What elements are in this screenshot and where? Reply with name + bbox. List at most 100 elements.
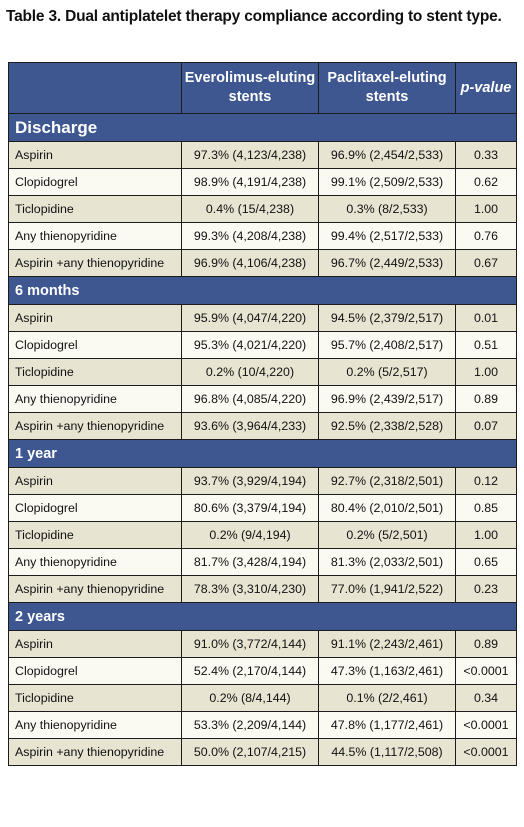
- everolimus-value: 99.3% (4,208/4,238): [181, 222, 319, 250]
- row-label: Clopidogrel: [8, 494, 182, 522]
- row-label: Aspirin +any thienopyridine: [8, 575, 182, 603]
- table-row: Aspirin +any thienopyridine 93.6% (3,964/…: [8, 412, 517, 440]
- p-value: <0.0001: [455, 738, 517, 766]
- row-label: Aspirin: [8, 467, 182, 495]
- table-row: Aspirin +any thienopyridine 96.9% (4,106/…: [8, 249, 517, 277]
- table-row: Ticlopidine 0.4% (15/4,238) 0.3% (8/2,533)…: [8, 195, 517, 223]
- row-label: Ticlopidine: [8, 195, 182, 223]
- everolimus-value: 96.9% (4,106/4,238): [181, 249, 319, 277]
- p-value: 0.51: [455, 331, 517, 359]
- table-row: Aspirin 95.9% (4,047/4,220) 94.5% (2,379/2…: [8, 304, 517, 332]
- p-value: 0.01: [455, 304, 517, 332]
- section-row: 1 year: [8, 439, 517, 468]
- everolimus-value: 95.3% (4,021/4,220): [181, 331, 319, 359]
- everolimus-value: 81.7% (3,428/4,194): [181, 548, 319, 576]
- paclitaxel-value: 99.1% (2,509/2,533): [318, 168, 456, 196]
- p-value: 0.12: [455, 467, 517, 495]
- everolimus-value: 93.6% (3,964/4,233): [181, 412, 319, 440]
- section-title: 2 years: [8, 602, 517, 631]
- table-row: Any thienopyridine 96.8% (4,085/4,220) 96.…: [8, 385, 517, 413]
- section-row: 6 months: [8, 276, 517, 305]
- paclitaxel-value: 0.3% (8/2,533): [318, 195, 456, 223]
- p-value: <0.0001: [455, 711, 517, 739]
- table-row: Any thienopyridine 81.7% (3,428/4,194) 81.…: [8, 548, 517, 576]
- everolimus-value: 95.9% (4,047/4,220): [181, 304, 319, 332]
- row-label: Any thienopyridine: [8, 711, 182, 739]
- paclitaxel-value: 91.1% (2,243/2,461): [318, 630, 456, 658]
- section-row: Discharge: [8, 113, 517, 142]
- everolimus-value: 93.7% (3,929/4,194): [181, 467, 319, 495]
- section-title: 6 months: [8, 276, 517, 305]
- paclitaxel-value: 80.4% (2,010/2,501): [318, 494, 456, 522]
- table-row: Ticlopidine 0.2% (9/4,194) 0.2% (5/2,501) 1…: [8, 521, 517, 549]
- everolimus-value: 0.2% (10/4,220): [181, 358, 319, 386]
- header-p-value: p-value: [455, 62, 517, 114]
- table-row: Aspirin +any thienopyridine 50.0% (2,107/…: [8, 738, 517, 766]
- header-paclitaxel: Paclitaxel-eluting stents: [318, 62, 456, 114]
- paclitaxel-value: 92.7% (2,318/2,501): [318, 467, 456, 495]
- paclitaxel-value: 96.9% (2,439/2,517): [318, 385, 456, 413]
- row-label: Any thienopyridine: [8, 222, 182, 250]
- p-value: 1.00: [455, 521, 517, 549]
- paclitaxel-value: 44.5% (1,117/2,508): [318, 738, 456, 766]
- everolimus-value: 0.2% (8/4,144): [181, 684, 319, 712]
- everolimus-value: 98.9% (4,191/4,238): [181, 168, 319, 196]
- p-value: 0.07: [455, 412, 517, 440]
- section-title: 1 year: [8, 439, 517, 468]
- p-value: 1.00: [455, 195, 517, 223]
- paclitaxel-value: 95.7% (2,408/2,517): [318, 331, 456, 359]
- paclitaxel-value: 92.5% (2,338/2,528): [318, 412, 456, 440]
- table-row: Aspirin 93.7% (3,929/4,194) 92.7% (2,318/2…: [8, 467, 517, 495]
- table-row: Ticlopidine 0.2% (8/4,144) 0.1% (2/2,461) 0…: [8, 684, 517, 712]
- row-label: Aspirin: [8, 630, 182, 658]
- row-label: Any thienopyridine: [8, 548, 182, 576]
- table-row: Clopidogrel 95.3% (4,021/4,220) 95.7% (2,4…: [8, 331, 517, 359]
- table-header: Everolimus-eluting stents Paclitaxel-elu…: [8, 62, 517, 114]
- paclitaxel-value: 47.3% (1,163/2,461): [318, 657, 456, 685]
- p-value: 0.65: [455, 548, 517, 576]
- header-everolimus: Everolimus-eluting stents: [181, 62, 319, 114]
- table-row: Aspirin +any thienopyridine 78.3% (3,310/…: [8, 575, 517, 603]
- p-value: 0.89: [455, 630, 517, 658]
- section-row: 2 years: [8, 602, 517, 631]
- paclitaxel-value: 81.3% (2,033/2,501): [318, 548, 456, 576]
- p-value: 0.23: [455, 575, 517, 603]
- p-value: 0.89: [455, 385, 517, 413]
- p-value: 0.33: [455, 141, 517, 169]
- paclitaxel-value: 96.7% (2,449/2,533): [318, 249, 456, 277]
- header-blank-cell: [8, 62, 182, 114]
- paclitaxel-value: 77.0% (1,941/2,522): [318, 575, 456, 603]
- table-row: Aspirin 97.3% (4,123/4,238) 96.9% (2,454/2…: [8, 141, 517, 169]
- table-row: Aspirin 91.0% (3,772/4,144) 91.1% (2,243/2…: [8, 630, 517, 658]
- p-value: 1.00: [455, 358, 517, 386]
- everolimus-value: 0.2% (9/4,194): [181, 521, 319, 549]
- everolimus-value: 80.6% (3,379/4,194): [181, 494, 319, 522]
- paclitaxel-value: 0.2% (5/2,517): [318, 358, 456, 386]
- header-p-value-text: p-value: [460, 79, 512, 96]
- table-row: Any thienopyridine 53.3% (2,209/4,144) 47.…: [8, 711, 517, 739]
- table-row: Clopidogrel 98.9% (4,191/4,238) 99.1% (2,5…: [8, 168, 517, 196]
- everolimus-value: 78.3% (3,310/4,230): [181, 575, 319, 603]
- everolimus-value: 52.4% (2,170/4,144): [181, 657, 319, 685]
- row-label: Any thienopyridine: [8, 385, 182, 413]
- everolimus-value: 53.3% (2,209/4,144): [181, 711, 319, 739]
- everolimus-value: 96.8% (4,085/4,220): [181, 385, 319, 413]
- row-label: Clopidogrel: [8, 331, 182, 359]
- row-label: Clopidogrel: [8, 168, 182, 196]
- paclitaxel-value: 99.4% (2,517/2,533): [318, 222, 456, 250]
- everolimus-value: 97.3% (4,123/4,238): [181, 141, 319, 169]
- row-label: Aspirin +any thienopyridine: [8, 249, 182, 277]
- table-row: Any thienopyridine 99.3% (4,208/4,238) 99.…: [8, 222, 517, 250]
- table-row: Clopidogrel 52.4% (2,170/4,144) 47.3% (1,1…: [8, 657, 517, 685]
- table-caption: Table 3. Dual antiplatelet therapy compl…: [6, 8, 502, 25]
- row-label: Aspirin +any thienopyridine: [8, 738, 182, 766]
- row-label: Aspirin +any thienopyridine: [8, 412, 182, 440]
- paclitaxel-value: 94.5% (2,379/2,517): [318, 304, 456, 332]
- row-label: Clopidogrel: [8, 657, 182, 685]
- row-label: Aspirin: [8, 141, 182, 169]
- p-value: 0.85: [455, 494, 517, 522]
- row-label: Ticlopidine: [8, 684, 182, 712]
- everolimus-value: 50.0% (2,107/4,215): [181, 738, 319, 766]
- paclitaxel-value: 0.1% (2/2,461): [318, 684, 456, 712]
- p-value: 0.67: [455, 249, 517, 277]
